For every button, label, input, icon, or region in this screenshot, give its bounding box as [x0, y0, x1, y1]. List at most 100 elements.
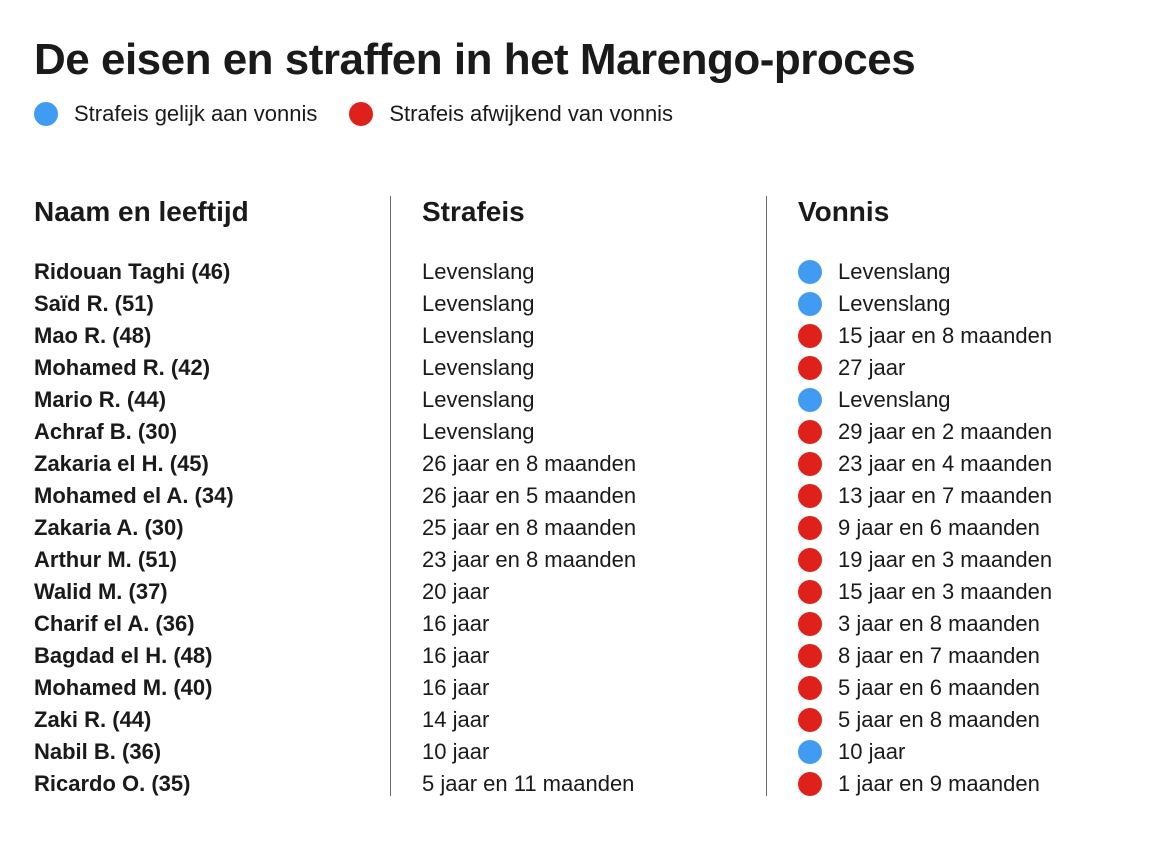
name-row: Zaki R. (44)	[34, 704, 249, 736]
person-name: Mohamed M. (40)	[34, 675, 213, 700]
name-row: Charif el A. (36)	[34, 608, 249, 640]
person-name: Mohamed R. (42)	[34, 355, 211, 380]
person-name: Mohamed el A. (34)	[34, 483, 234, 508]
legend-dot-different	[349, 102, 374, 126]
legend-label-equal: Strafeis gelijk aan vonnis	[74, 101, 318, 126]
demand-value: 26 jaar en 5 maanden	[422, 483, 637, 508]
demand-row: Levenslang	[422, 416, 636, 448]
demand-row: 5 jaar en 11 maanden	[422, 768, 636, 800]
demand-row: 14 jaar	[422, 704, 636, 736]
demand-value: Levenslang	[422, 291, 535, 316]
person-name: Mario R. (44)	[34, 387, 167, 412]
verdict-value: 5 jaar en 6 maanden	[838, 675, 1040, 700]
demand-value: 25 jaar en 8 maanden	[422, 515, 637, 540]
name-row: Bagdad el H. (48)	[34, 640, 249, 672]
verdict-list: Levenslang Levenslang 15 jaar en 8 maanden…	[798, 256, 1052, 800]
status-dot-different	[798, 580, 822, 604]
name-row: Zakaria A. (30)	[34, 512, 249, 544]
legend-label-different: Strafeis afwijkend van vonnis	[389, 101, 674, 126]
verdict-value: 5 jaar en 8 maanden	[838, 707, 1040, 732]
status-dot-different	[798, 484, 822, 508]
verdict-value: 23 jaar en 4 maanden	[838, 451, 1053, 476]
name-row: Mohamed el A. (34)	[34, 480, 249, 512]
verdict-value: 15 jaar en 8 maanden	[838, 323, 1053, 348]
demand-row: Levenslang	[422, 256, 636, 288]
name-list: Ridouan Taghi (46) Saïd R. (51) Mao R. (48…	[34, 256, 249, 800]
verdict-row: Levenslang	[798, 384, 1052, 416]
person-name: Mao R. (48)	[34, 323, 152, 348]
verdict-value: Levenslang	[838, 259, 951, 284]
demand-row: 26 jaar en 8 maanden	[422, 448, 636, 480]
verdict-value: 15 jaar en 3 maanden	[838, 579, 1053, 604]
verdict-row: Levenslang	[798, 288, 1052, 320]
verdict-row: 27 jaar	[798, 352, 1052, 384]
demand-row: 23 jaar en 8 maanden	[422, 544, 636, 576]
person-name: Nabil B. (36)	[34, 739, 162, 764]
person-name: Zakaria A. (30)	[34, 515, 184, 540]
demand-row: Levenslang	[422, 352, 636, 384]
demand-value: Levenslang	[422, 387, 535, 412]
name-row: Ridouan Taghi (46)	[34, 256, 249, 288]
status-dot-different	[798, 516, 822, 540]
legend-item-different: Strafeis afwijkend van vonnis	[349, 100, 673, 128]
person-name: Charif el A. (36)	[34, 611, 195, 636]
name-row: Saïd R. (51)	[34, 288, 249, 320]
status-dot-different	[798, 772, 822, 796]
verdict-row: Levenslang	[798, 256, 1052, 288]
person-name: Ricardo O. (35)	[34, 771, 191, 796]
status-dot-equal	[798, 740, 822, 764]
status-dot-different	[798, 356, 822, 380]
status-dot-equal	[798, 260, 822, 284]
name-column-header: Naam en leeftijd	[34, 196, 249, 227]
verdict-row: 15 jaar en 3 maanden	[798, 576, 1052, 608]
person-name: Bagdad el H. (48)	[34, 643, 213, 668]
person-name: Zaki R. (44)	[34, 707, 152, 732]
demand-value: Levenslang	[422, 355, 535, 380]
demand-value: Levenslang	[422, 419, 535, 444]
verdict-row: 29 jaar en 2 maanden	[798, 416, 1052, 448]
verdict-row: 3 jaar en 8 maanden	[798, 608, 1052, 640]
verdict-row: 10 jaar	[798, 736, 1052, 768]
demand-list: Levenslang Levenslang Levenslang Levenslang…	[422, 256, 636, 800]
verdict-row: 13 jaar en 7 maanden	[798, 480, 1052, 512]
verdict-value: Levenslang	[838, 387, 951, 412]
legend-dot-equal	[34, 102, 58, 126]
demand-value: 16 jaar	[422, 611, 490, 636]
demand-row: 20 jaar	[422, 576, 636, 608]
name-row: Arthur M. (51)	[34, 544, 249, 576]
person-name: Arthur M. (51)	[34, 547, 177, 572]
status-dot-different	[798, 548, 822, 572]
demand-value: 14 jaar	[422, 707, 490, 732]
status-dot-different	[798, 676, 822, 700]
legend-item-equal: Strafeis gelijk aan vonnis	[34, 100, 317, 128]
demand-row: 10 jaar	[422, 736, 636, 768]
demand-value: 16 jaar	[422, 675, 490, 700]
person-name: Ridouan Taghi (46)	[34, 259, 231, 284]
verdict-value: 19 jaar en 3 maanden	[838, 547, 1053, 572]
verdict-value: 13 jaar en 7 maanden	[838, 483, 1053, 508]
status-dot-equal	[798, 292, 822, 316]
status-dot-equal	[798, 388, 822, 412]
verdict-value: 10 jaar	[838, 739, 906, 764]
name-row: Ricardo O. (35)	[34, 768, 249, 800]
verdict-row: 1 jaar en 9 maanden	[798, 768, 1052, 800]
status-dot-different	[798, 612, 822, 636]
verdict-column-header: Vonnis	[798, 196, 890, 227]
name-row: Nabil B. (36)	[34, 736, 249, 768]
person-name: Walid M. (37)	[34, 579, 168, 604]
verdict-row: 9 jaar en 6 maanden	[798, 512, 1052, 544]
verdict-row: 8 jaar en 7 maanden	[798, 640, 1052, 672]
chart-title: De eisen en straffen in het Marengo-proc…	[34, 35, 916, 84]
name-column: Naam en leeftijd Ridouan Taghi (46) Saïd …	[34, 194, 249, 800]
person-name: Saïd R. (51)	[34, 291, 154, 316]
status-dot-different	[798, 708, 822, 732]
demand-row: 16 jaar	[422, 608, 636, 640]
demand-column-header: Strafeis	[422, 196, 525, 227]
demand-value: 23 jaar en 8 maanden	[422, 547, 637, 572]
verdict-row: 23 jaar en 4 maanden	[798, 448, 1052, 480]
status-dot-different	[798, 452, 822, 476]
demand-value: 16 jaar	[422, 643, 490, 668]
name-row: Mohamed M. (40)	[34, 672, 249, 704]
verdict-column: Vonnis Levenslang Levenslang 15 jaar en 8 …	[798, 194, 1052, 800]
demand-value: Levenslang	[422, 323, 535, 348]
